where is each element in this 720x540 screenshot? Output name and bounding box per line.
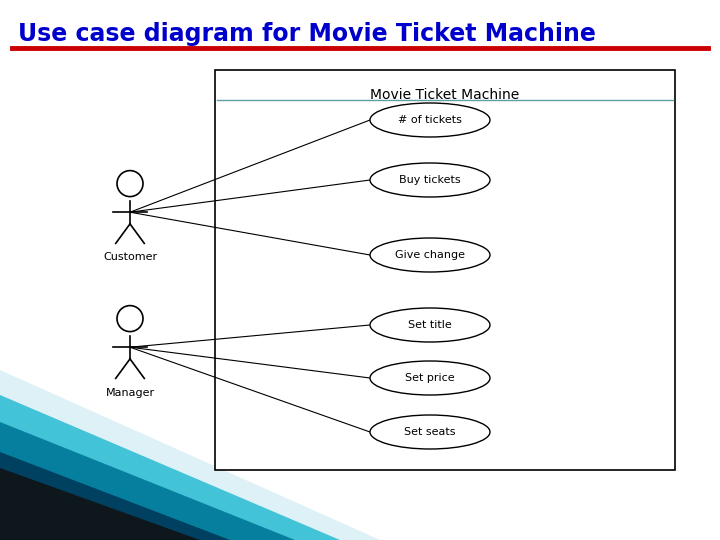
FancyBboxPatch shape bbox=[215, 70, 675, 470]
Ellipse shape bbox=[370, 308, 490, 342]
Ellipse shape bbox=[370, 361, 490, 395]
Text: Set price: Set price bbox=[405, 373, 455, 383]
Text: Customer: Customer bbox=[103, 253, 157, 262]
Polygon shape bbox=[0, 452, 230, 540]
Ellipse shape bbox=[370, 163, 490, 197]
Ellipse shape bbox=[370, 415, 490, 449]
Text: Use case diagram for Movie Ticket Machine: Use case diagram for Movie Ticket Machin… bbox=[18, 22, 596, 46]
Text: Set title: Set title bbox=[408, 320, 452, 330]
Text: Movie Ticket Machine: Movie Ticket Machine bbox=[370, 88, 520, 102]
Text: Manager: Manager bbox=[105, 388, 155, 397]
Ellipse shape bbox=[370, 103, 490, 137]
Text: # of tickets: # of tickets bbox=[398, 115, 462, 125]
Text: Give change: Give change bbox=[395, 250, 465, 260]
Text: Set seats: Set seats bbox=[404, 427, 456, 437]
Polygon shape bbox=[0, 468, 200, 540]
Ellipse shape bbox=[370, 238, 490, 272]
Polygon shape bbox=[0, 422, 295, 540]
Polygon shape bbox=[0, 395, 340, 540]
Polygon shape bbox=[0, 370, 380, 540]
Text: Buy tickets: Buy tickets bbox=[399, 175, 461, 185]
